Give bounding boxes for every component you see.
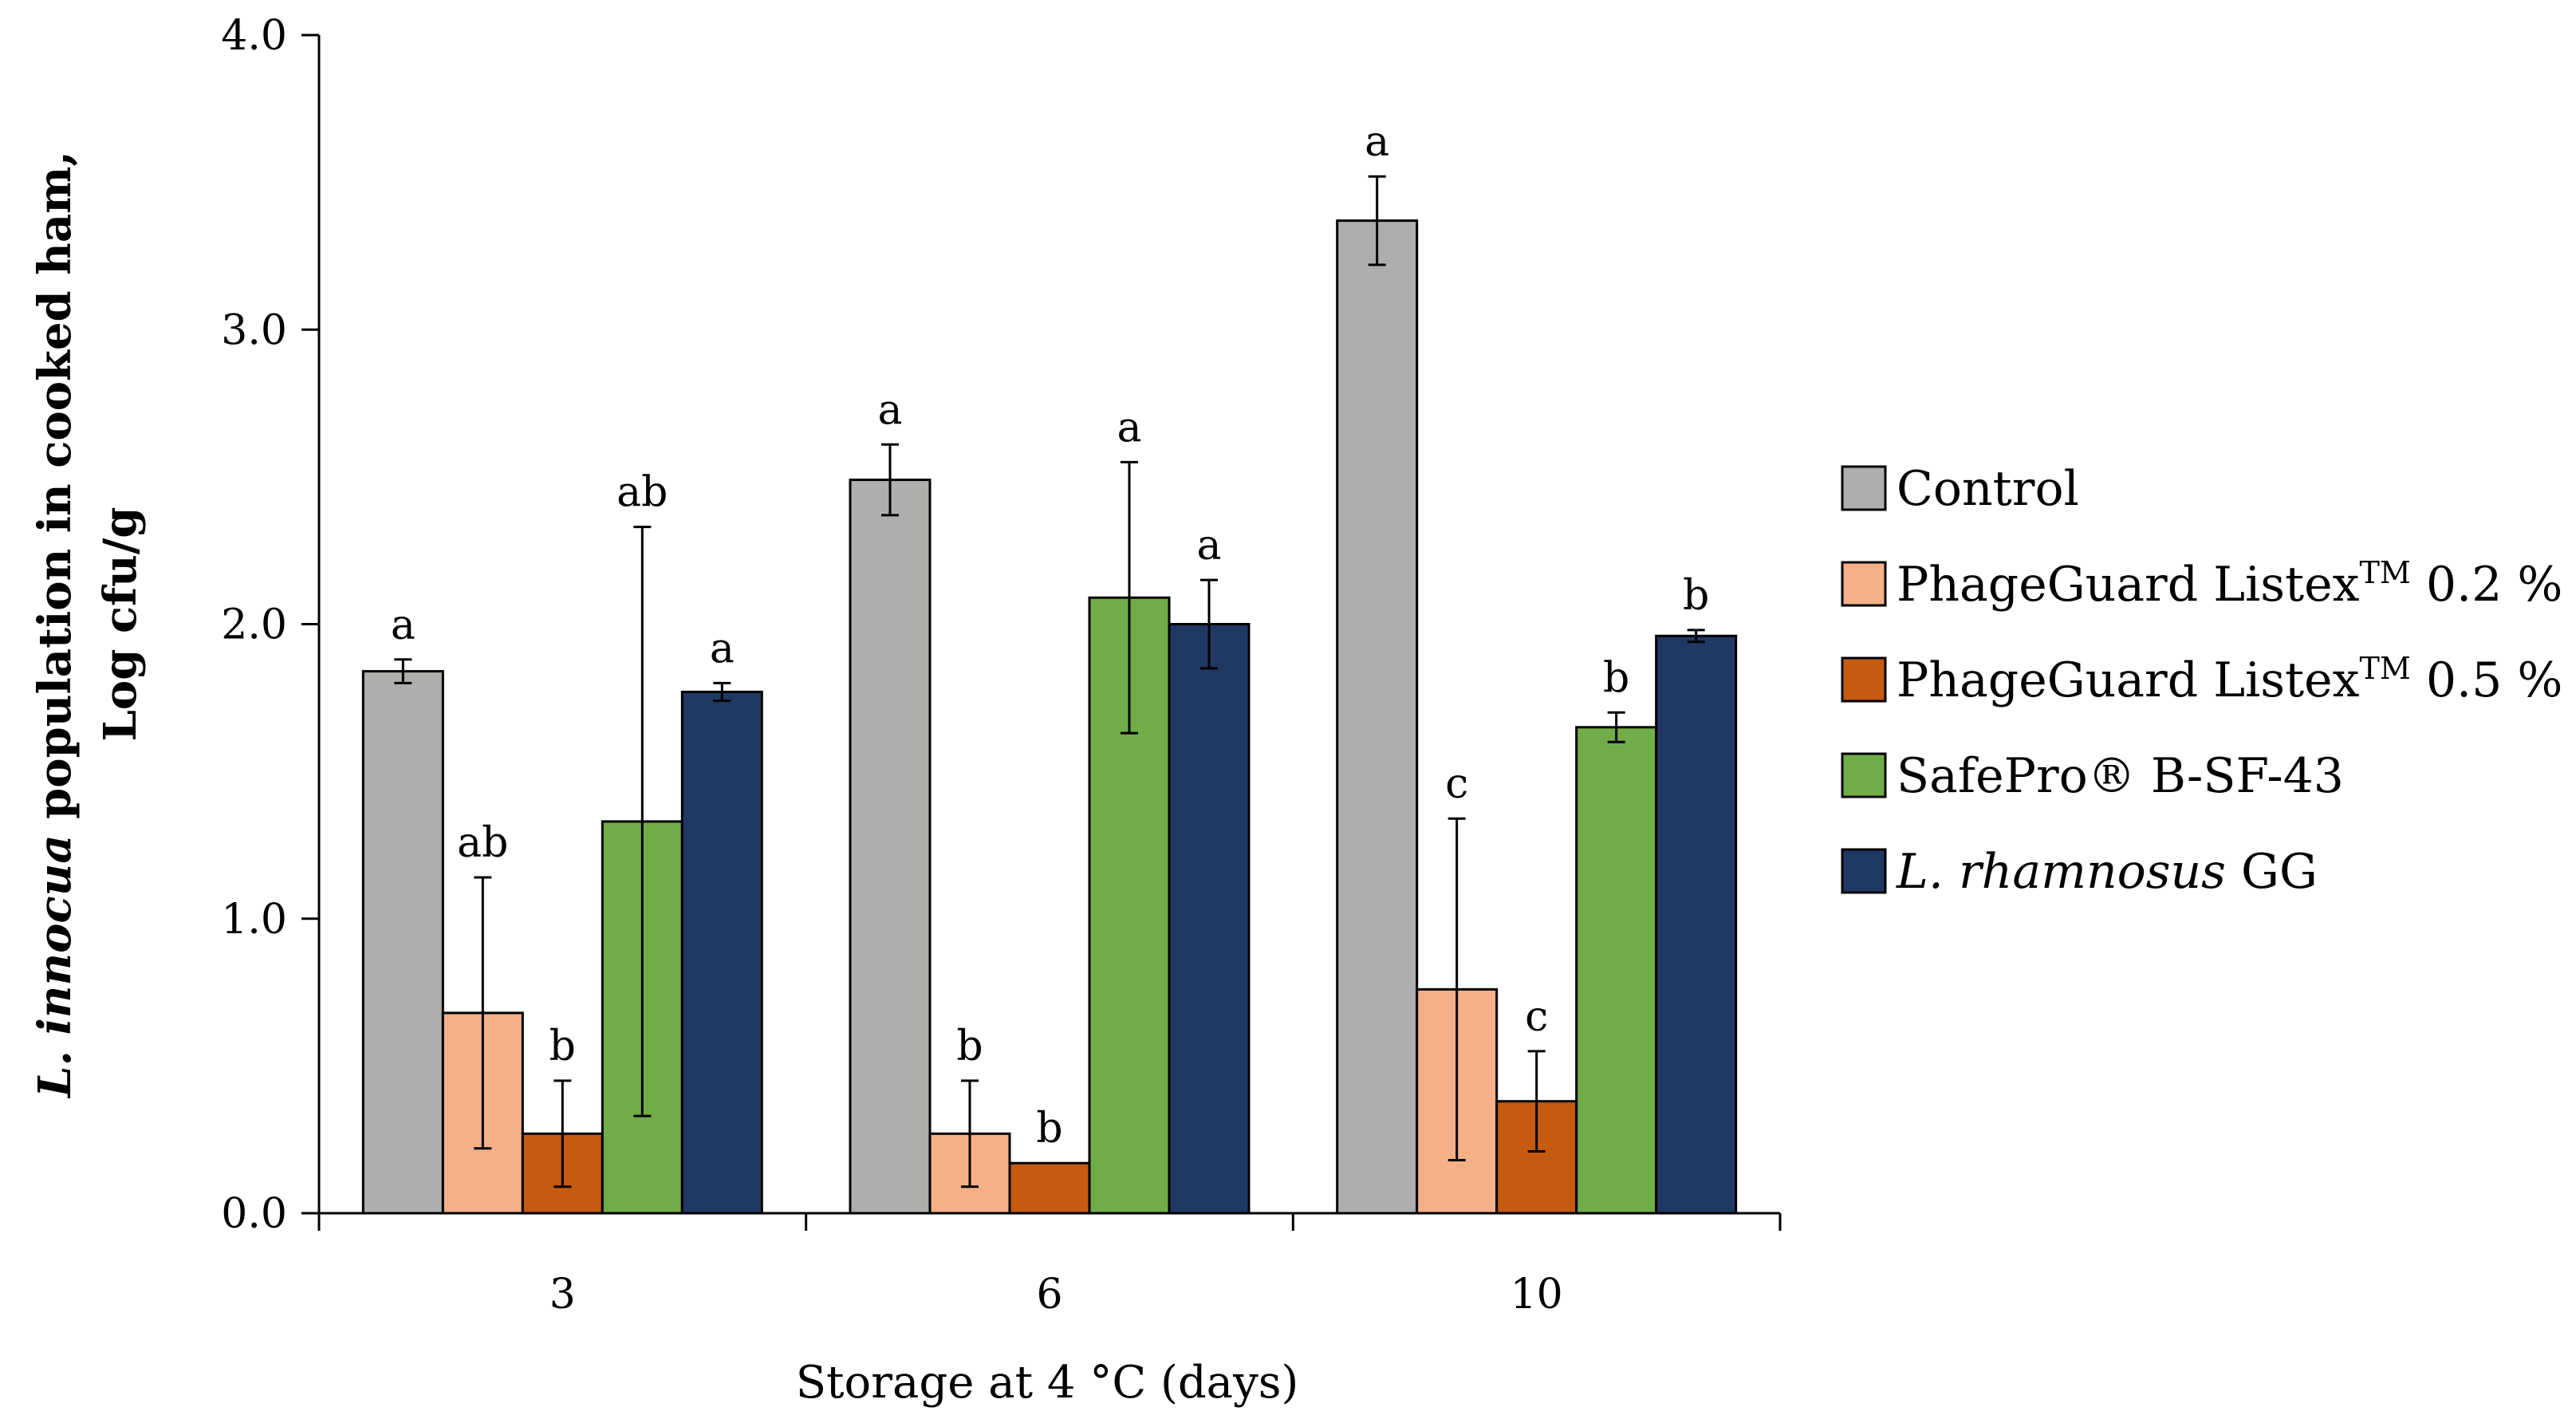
bar [361,670,444,1215]
y-tick-label: 2.0 [221,601,287,649]
y-axis-title-line: Log cfu/g [94,507,147,742]
bar [1655,634,1738,1215]
legend-label: SafePro® B-SF-43 [1897,748,2344,804]
y-axis-title: L. innocua population in cooked ham, Log … [29,151,147,1099]
y-tick-label: 4.0 [221,12,287,60]
significance-letter: b [956,1023,983,1070]
significance-letter: c [1525,993,1548,1041]
significance-letter: a [877,386,902,434]
legend-label: PhageGuard ListexTM 0.5 % [1897,651,2562,708]
legend-label: Control [1897,461,2079,517]
y-tick-label: 0.0 [221,1190,287,1238]
bar [1336,219,1419,1215]
legend: Control PhageGuard ListexTM 0.2 % PhageGua… [1841,461,2562,900]
significance-letter: b [549,1023,576,1070]
legend-swatch [1841,848,1887,894]
bar [1008,1161,1091,1215]
significance-letter: a [1365,118,1389,166]
x-tick-label: 3 [549,1271,576,1318]
bars [361,219,1738,1215]
significance-letter: ab [457,819,508,867]
y-tick-label: 1.0 [221,896,287,944]
legend-label: L. rhamnosus GG [1896,844,2318,900]
y-axis-title-line: L. innocua population in cooked ham, [29,151,81,1099]
significance-letter: b [1036,1105,1062,1153]
significance-letter: b [1683,572,1709,620]
x-axis-title: Storage at 4 °C (days) [796,1357,1299,1409]
significance-letter: b [1603,654,1629,702]
error-bars [394,175,1705,1188]
y-tick-label: 3.0 [221,306,287,354]
legend-swatch [1841,561,1887,607]
bar [849,479,932,1215]
legend-swatch [1841,465,1887,511]
bar [1575,726,1658,1215]
legend-swatch [1841,752,1887,798]
significance-letter: a [1117,404,1141,451]
x-axis-ticks: 3 6 10 [317,1213,1782,1318]
y-axis-ticks: 0.0 1.0 2.0 3.0 4.0 [221,12,319,1238]
bar [680,690,763,1215]
x-tick-label: 10 [1511,1271,1563,1318]
legend-label: PhageGuard ListexTM 0.2 % [1897,555,2562,613]
significance-letter: a [710,625,735,672]
significance-letter: a [391,601,416,649]
significance-letter: c [1445,760,1468,808]
significance-letter: ab [616,469,668,517]
significance-letter: a [1196,522,1221,570]
legend-swatch [1841,656,1887,703]
x-tick-label: 6 [1036,1271,1062,1318]
bar [1168,623,1251,1215]
